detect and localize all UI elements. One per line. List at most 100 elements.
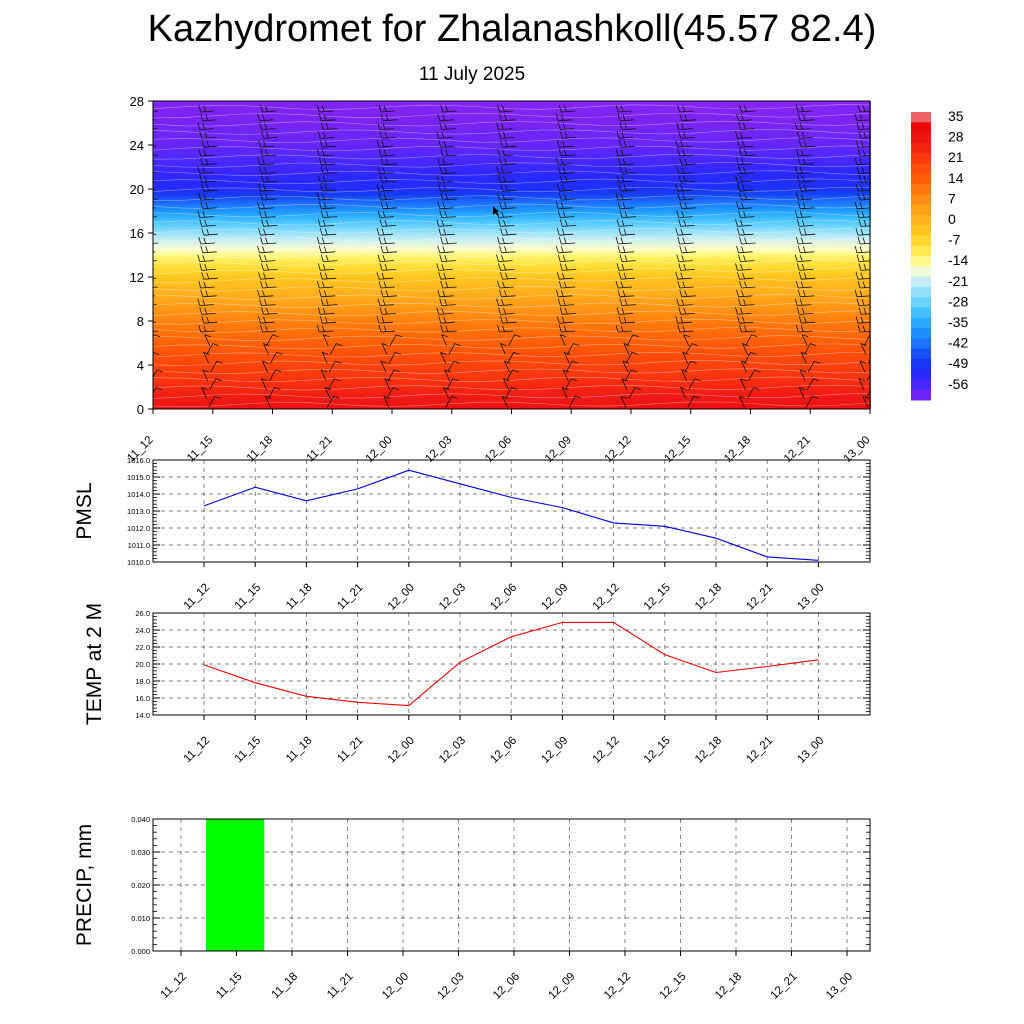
wind-barb [857,280,870,289]
wind-barb [557,298,575,306]
wind-barb [261,307,278,315]
wind-barb [857,192,870,201]
wind-barb [316,280,334,289]
wind-barb [206,343,219,355]
wind-barb [257,245,274,254]
wind-barb [858,378,866,390]
wind-barb [744,351,757,364]
wind-barb [615,280,633,289]
wind-barb [854,289,870,298]
wind-barb [860,342,868,355]
colorbar-label: -42 [948,335,968,351]
x-tick-label: 11_15 [233,735,264,766]
wind-barb [259,298,276,306]
contour-line [153,384,870,391]
wind-barb [261,360,269,373]
wind-barb [448,343,461,355]
wind-barb [619,298,637,306]
wind-barb [201,386,208,399]
y-tick-label: 1016.0 [127,456,150,465]
y-tick-label: 12 [130,270,144,285]
wind-barb [616,219,634,227]
wind-barb [556,228,574,236]
precip-chart: 0.000 0.010 0.020 0.030 0.040 11_12 11_15 11_18… [73,815,871,1002]
wind-barb [623,342,631,355]
wind-barb [735,307,752,315]
x-tick-label: 12_15 [658,971,689,1002]
wind-barb [381,342,389,355]
series-line [203,469,819,561]
wind-barb [153,110,159,112]
wind-barb [555,157,573,166]
wind-barb [497,280,514,289]
wind-barb [200,157,217,166]
wind-barb [443,386,450,399]
y-tick-label: 0.030 [131,848,150,857]
wind-barb [738,298,755,306]
x-tick-label: 13_00 [824,971,855,1002]
wind-barb [619,166,637,174]
wind-barb [618,140,636,148]
wind-barb [258,184,275,192]
wind-barb [384,378,392,390]
wind-barb [678,219,695,227]
wind-barb [795,324,813,333]
colorbar-label: 0 [948,211,956,227]
wind-barb [798,272,816,280]
wind-barb [259,210,276,218]
wind-barb [376,140,394,148]
x-tick-label: 12_00 [386,735,417,766]
chart-title: Kazhydromet for Zhalanashkoll(45.57 82.4… [147,8,877,50]
wind-barb [262,342,270,355]
colorbar-swatch [911,163,931,175]
wind-barb [621,378,629,390]
wind-barb [387,369,401,382]
contour-line [153,294,870,300]
wind-barb [210,360,223,373]
wind-barb [318,157,336,166]
wind-barb [318,201,336,210]
colorbar-label: -35 [948,314,968,330]
cursor-arrow [493,206,499,216]
wind-barb [380,360,388,373]
wind-barb [626,334,640,346]
wind-barb [376,228,394,236]
wind-barb [499,157,516,166]
wind-barb [679,201,696,210]
contour-line [153,393,870,399]
y-tick-label: 24 [130,138,144,153]
wind-barb [677,324,694,333]
wind-barb [797,289,815,298]
wind-barb [436,219,453,227]
wind-barb [795,104,813,113]
contour-line [153,285,870,292]
wind-barb [857,236,870,245]
wind-barb [258,140,275,148]
colorbar-swatch [911,204,931,216]
y-tick-label: 26.0 [135,609,150,618]
wind-barb [858,307,870,315]
wind-barb [378,104,396,113]
wind-barb [856,122,870,130]
wind-barb [379,307,397,315]
wind-barb [558,236,576,245]
series-line [203,621,819,707]
wind-barb [737,140,754,148]
wind-barb [496,298,513,306]
y-tick-label: 1010.0 [127,558,150,567]
colorbar-swatch [911,225,931,236]
wind-barb [557,166,575,174]
wind-barb [197,298,214,306]
wind-barb [319,316,337,324]
colorbar-swatch [911,245,931,257]
wind-barb [794,298,812,306]
wind-barb [259,254,276,262]
wind-barb [209,378,222,390]
wind-barb [153,154,159,156]
x-tick-label: 11_21 [325,971,356,1002]
wind-barb [379,175,397,183]
wind-barb [796,307,814,315]
wind-barb [376,184,394,192]
colorbar-label: 28 [948,129,964,145]
